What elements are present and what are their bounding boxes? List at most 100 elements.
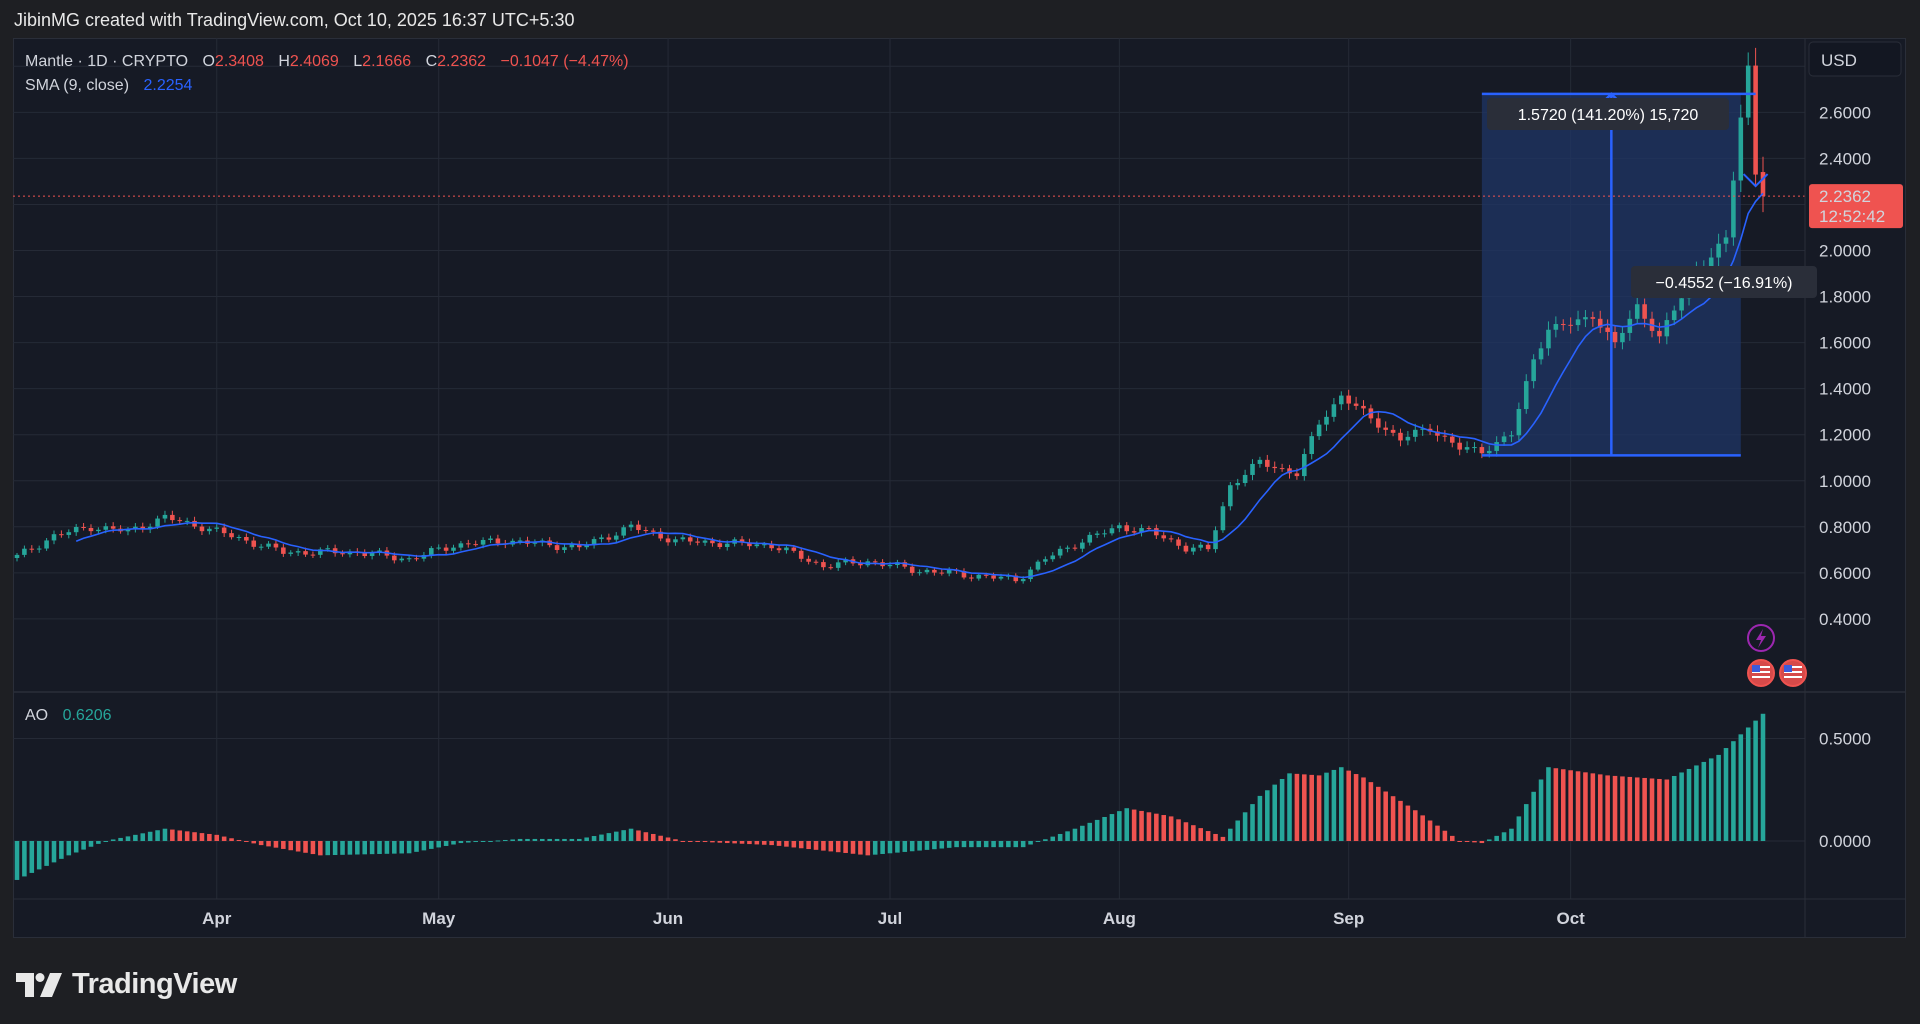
ao-bar [636, 830, 641, 841]
price-axis[interactable]: 0.4000 0.6000 0.8000 1.0000 1.2000 1.4000 1.60… [1819, 57, 1871, 629]
ao-bar [835, 841, 841, 853]
price-tick-label: 1.6000 [1819, 334, 1871, 353]
candle-body [932, 569, 937, 573]
sma-line [75, 192, 1764, 579]
ao-bar [1057, 833, 1063, 841]
ao-bar [1671, 775, 1677, 841]
ao-bar [73, 841, 79, 853]
ao-bar [1464, 841, 1470, 842]
ao-bar [1257, 795, 1263, 841]
ao-bar [991, 841, 996, 848]
last-price-value: 2.2362 [1819, 187, 1871, 206]
candle-body [436, 547, 441, 549]
ao-tick-label: 0.0000 [1819, 832, 1871, 851]
ao-bar [1361, 777, 1366, 841]
ao-bar [473, 841, 478, 843]
candle-body [1442, 435, 1448, 437]
price-tick-label: 2.6000 [1819, 103, 1871, 122]
ao-bar [1716, 754, 1721, 841]
candle-body [1731, 180, 1736, 238]
candle-body [443, 547, 449, 551]
ao-bar [1124, 808, 1130, 841]
candle-body [1486, 450, 1492, 454]
price-tick-label: 2.4000 [1819, 149, 1871, 168]
ao-bar [1538, 779, 1544, 841]
ao-bar [813, 841, 819, 850]
ao-bar [384, 841, 390, 854]
candle-body [147, 526, 153, 530]
ao-bar [1612, 775, 1618, 841]
candle-body [103, 526, 109, 530]
ao-bar [88, 841, 94, 847]
candle-body [843, 559, 848, 563]
ao-bar [1087, 822, 1093, 841]
candle-body [258, 546, 264, 548]
ao-bar [1701, 761, 1707, 841]
candle-body [1671, 310, 1677, 321]
ao-bar [29, 841, 35, 873]
candle-body [606, 537, 612, 540]
ao-bar [295, 841, 301, 852]
candle-body [236, 536, 242, 538]
ao-bar [695, 841, 700, 842]
ao-axis[interactable]: 0.0000 0.5000 [1819, 730, 1871, 852]
ao-bar [1405, 805, 1411, 841]
us-flag-icon[interactable] [1779, 659, 1807, 687]
price-tick-label: 0.8000 [1819, 518, 1871, 537]
candle-body [1080, 542, 1085, 549]
candle-body [310, 554, 316, 556]
chart-canvas[interactable]: 1.5720 (141.20%) 15,720 −0.4552 (−16.91%)… [13, 38, 1906, 938]
time-axis[interactable]: Apr May Jun Jul Aug Sep Oct [202, 909, 1585, 928]
ao-bar [1657, 778, 1662, 841]
tradingview-logo[interactable]: TradingView [16, 968, 237, 1001]
lightning-icon[interactable] [1747, 624, 1775, 652]
candle-body [939, 572, 945, 574]
ao-bar [488, 841, 493, 842]
time-tick-label: Oct [1556, 909, 1585, 928]
ao-bar [1546, 767, 1551, 841]
ao-bar [650, 833, 656, 841]
ao-bar [1324, 772, 1329, 841]
ao-bar [1117, 811, 1122, 841]
candle-body [599, 537, 604, 540]
candle-body [909, 566, 915, 573]
candle-body [976, 574, 982, 579]
sma-legend[interactable]: SMA (9, close) 2.2254 [25, 77, 193, 94]
candle-body [155, 518, 160, 527]
candle-body [1590, 317, 1596, 319]
ao-bar [414, 841, 419, 852]
ao-bar [1176, 819, 1181, 841]
candle-body [1257, 459, 1263, 464]
ao-bar [1760, 713, 1766, 841]
measure-tool[interactable]: 1.5720 (141.20%) 15,720 −0.4552 (−16.91%) [1481, 92, 1817, 457]
ao-legend[interactable]: AO 0.6206 [25, 707, 112, 724]
ao-bar [103, 841, 109, 842]
candle-body [991, 575, 996, 579]
candle-body [192, 520, 197, 527]
ao-bar [207, 833, 212, 841]
ao-bar [791, 841, 797, 848]
ao-bar [1168, 816, 1174, 841]
candle-body [1560, 324, 1566, 326]
open-label: O [202, 53, 214, 70]
ao-bar [828, 841, 834, 852]
ao-bar [466, 841, 471, 843]
ao-bar [273, 841, 279, 848]
ao-bar [1501, 832, 1507, 841]
ao-bar [1020, 841, 1026, 848]
ao-bar [939, 841, 945, 849]
candle-body [221, 527, 227, 534]
ao-bar [680, 841, 686, 842]
candle-body [747, 542, 752, 547]
currency-selector[interactable] [1808, 41, 1902, 77]
symbol-label: Mantle · 1D · CRYPTO [25, 53, 188, 70]
ao-bar [340, 841, 345, 855]
candle-body [1449, 436, 1455, 443]
ao-bar [22, 841, 27, 877]
ao-bar [1390, 796, 1396, 841]
us-flag-icon[interactable] [1747, 659, 1775, 687]
ao-bar [1109, 814, 1115, 841]
ao-bar [310, 841, 316, 855]
low-label: L [353, 53, 362, 70]
ao-bar [369, 841, 375, 855]
